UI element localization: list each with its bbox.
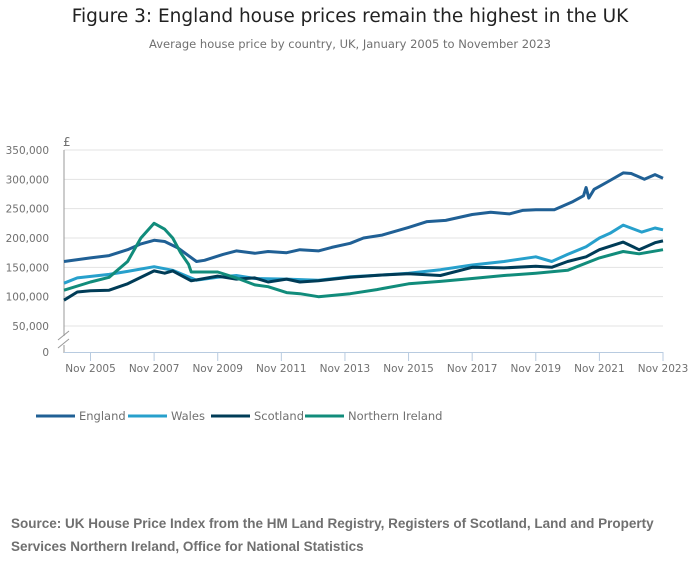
x-tick-label: Nov 2011 [256,363,307,375]
y-tick-label: 250,000 [6,204,49,216]
chart-subtitle: Average house price by country, UK, Janu… [149,37,551,51]
x-tick-label: Nov 2015 [383,363,434,375]
y-tick-label: 150,000 [6,262,49,274]
x-tick-label: Nov 2017 [447,363,498,375]
axis-break-mark [57,338,70,349]
source-note: Source: UK House Price Index from the HM… [11,516,654,554]
legend-label-wales: Wales [171,409,205,423]
y-tick-label: 300,000 [6,174,49,186]
x-tick-label: Nov 2007 [129,363,180,375]
x-tick-label: Nov 2021 [574,363,625,375]
y-tick-label: 0 [42,347,49,359]
legend-label-northern-ireland: Northern Ireland [348,409,442,423]
x-tick-label: Nov 2005 [65,363,116,375]
x-tick-label: Nov 2013 [320,363,371,375]
legend-label-scotland: Scotland [254,409,304,423]
y-tick-label: 100,000 [6,292,49,304]
legend-label-england: England [79,409,126,423]
series-line-england [63,171,664,263]
y-axis-unit: £ [63,135,71,149]
chart-title: Figure 3: England house prices remain th… [71,6,629,27]
x-tick-label: Nov 2009 [192,363,243,375]
x-tick-label: Nov 2023 [638,363,689,375]
y-tick-label: 50,000 [12,321,49,333]
series-line-wales [63,223,664,285]
x-tick-label: Nov 2019 [510,363,561,375]
y-tick-label: 350,000 [6,145,49,157]
y-tick-label: 200,000 [6,233,49,245]
axis-break-mark [57,330,70,341]
series-line-northern-ireland [63,221,664,299]
series-line-scotland [63,239,664,302]
